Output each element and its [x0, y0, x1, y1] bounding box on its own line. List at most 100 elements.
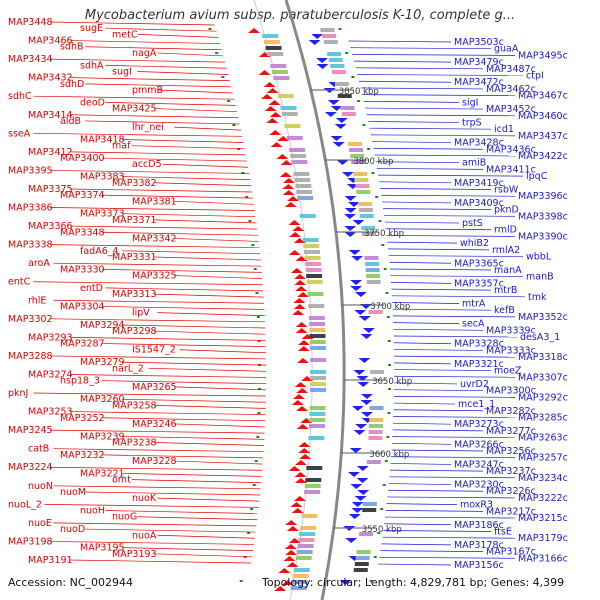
forward-gene-mark	[293, 304, 306, 309]
reverse-gene-mark	[348, 250, 361, 255]
category-block	[308, 436, 325, 440]
right-leader-line	[390, 275, 524, 278]
forward-gene-mark	[270, 142, 283, 147]
forward-gene-mark	[293, 298, 306, 303]
left-gene-label: catB	[28, 444, 49, 455]
right-gene-label: pknD	[494, 205, 519, 216]
reverse-gene-mark	[351, 508, 364, 513]
left-leader-line	[162, 163, 249, 168]
category-block	[334, 82, 349, 86]
left-leader-line	[157, 89, 233, 94]
right-leader-line	[365, 107, 484, 110]
category-block	[305, 478, 322, 482]
forward-gene-mark	[288, 538, 301, 543]
left-gene-label: MAP3298	[112, 326, 157, 337]
category-block	[273, 76, 290, 80]
tick-mark	[251, 244, 255, 246]
left-gene-label: MAP3432	[28, 73, 73, 84]
tick-mark	[257, 340, 261, 342]
tick-mark	[384, 460, 388, 462]
forward-gene-mark	[291, 508, 304, 513]
left-leader-line	[70, 411, 266, 415]
category-block	[306, 466, 323, 470]
left-gene-label: sdhA	[80, 60, 104, 71]
category-block	[280, 106, 297, 110]
right-leader-line	[370, 134, 516, 137]
left-gene-label: MAP3400	[60, 153, 105, 164]
tick-mark	[239, 580, 243, 582]
left-gene-label: omt	[112, 475, 131, 486]
category-block	[368, 424, 383, 428]
left-gene-label: MAP3313	[112, 289, 157, 300]
category-block	[293, 172, 310, 176]
category-block	[292, 574, 309, 578]
forward-gene-mark	[294, 274, 307, 279]
left-leader-line	[122, 213, 256, 218]
right-leader-line	[368, 121, 460, 123]
tick-mark	[371, 172, 375, 174]
right-gene-label: MAP3467c	[518, 91, 568, 102]
left-gene-label: MAP3274	[28, 369, 73, 380]
left-leader-line	[154, 330, 266, 335]
category-block	[305, 262, 322, 266]
left-leader-line	[154, 219, 257, 224]
left-leader-line	[157, 52, 224, 57]
category-block	[359, 532, 374, 536]
reverse-gene-mark	[351, 256, 364, 261]
right-gene-label: guaA	[494, 44, 519, 55]
category-block	[310, 370, 327, 374]
reverse-gene-mark	[350, 280, 363, 285]
forward-gene-mark	[296, 406, 309, 411]
forward-gene-mark	[293, 496, 306, 501]
right-leader-line	[392, 315, 516, 318]
right-leader-line	[389, 469, 484, 472]
right-gene-label: MAP3365c	[454, 258, 504, 269]
reverse-gene-mark	[330, 136, 343, 141]
left-gene-label: MAP3418	[80, 134, 125, 145]
right-gene-label: MAP3328c	[454, 339, 504, 350]
right-gene-label: MAP3318c	[518, 352, 568, 363]
forward-gene-mark	[298, 442, 311, 447]
left-leader-line	[131, 145, 245, 150]
category-block	[356, 190, 371, 194]
left-gene-label: MAP3232	[60, 450, 105, 461]
left-gene-label: nuoE	[28, 518, 52, 529]
left-gene-label: MAP3293	[28, 332, 73, 343]
right-gene-label: MAP3419c	[454, 178, 504, 189]
right-gene-label: MAP3333c	[486, 345, 536, 356]
left-leader-line	[102, 194, 254, 199]
forward-gene-mark	[295, 322, 308, 327]
forward-gene-mark	[290, 268, 303, 273]
category-block	[284, 124, 301, 128]
tick-mark	[232, 124, 236, 126]
left-leader-line	[70, 559, 252, 564]
forward-gene-mark	[292, 394, 305, 399]
left-leader-line	[85, 528, 256, 533]
category-block	[296, 190, 313, 194]
reverse-gene-mark	[336, 160, 349, 165]
left-gene-label: pmmB	[132, 85, 163, 96]
forward-gene-mark	[269, 112, 282, 117]
category-block	[362, 502, 377, 506]
forward-gene-mark	[277, 136, 290, 141]
right-leader-line	[388, 483, 452, 485]
forward-gene-mark	[284, 544, 297, 549]
right-gene-label: ctpI	[526, 71, 544, 82]
scale-label: 3850 kbp	[339, 87, 379, 97]
left-gene-label: hsp18_3	[60, 376, 100, 387]
right-gene-label: MAP3396c	[518, 191, 568, 202]
right-gene-label: MAP3390c	[518, 231, 568, 242]
category-block	[309, 322, 326, 326]
left-gene-label: nuoL_2	[8, 499, 42, 510]
category-block	[331, 70, 346, 74]
category-block	[298, 538, 315, 542]
forward-gene-mark	[286, 562, 299, 567]
left-leader-line	[148, 367, 267, 372]
category-block	[366, 280, 381, 284]
left-gene-label: sdhD	[60, 79, 84, 90]
scale-label: 3650 kbp	[372, 377, 412, 387]
right-leader-line	[366, 114, 516, 117]
forward-gene-mark	[269, 130, 282, 135]
tick-mark	[378, 220, 382, 222]
right-leader-line	[383, 530, 492, 532]
